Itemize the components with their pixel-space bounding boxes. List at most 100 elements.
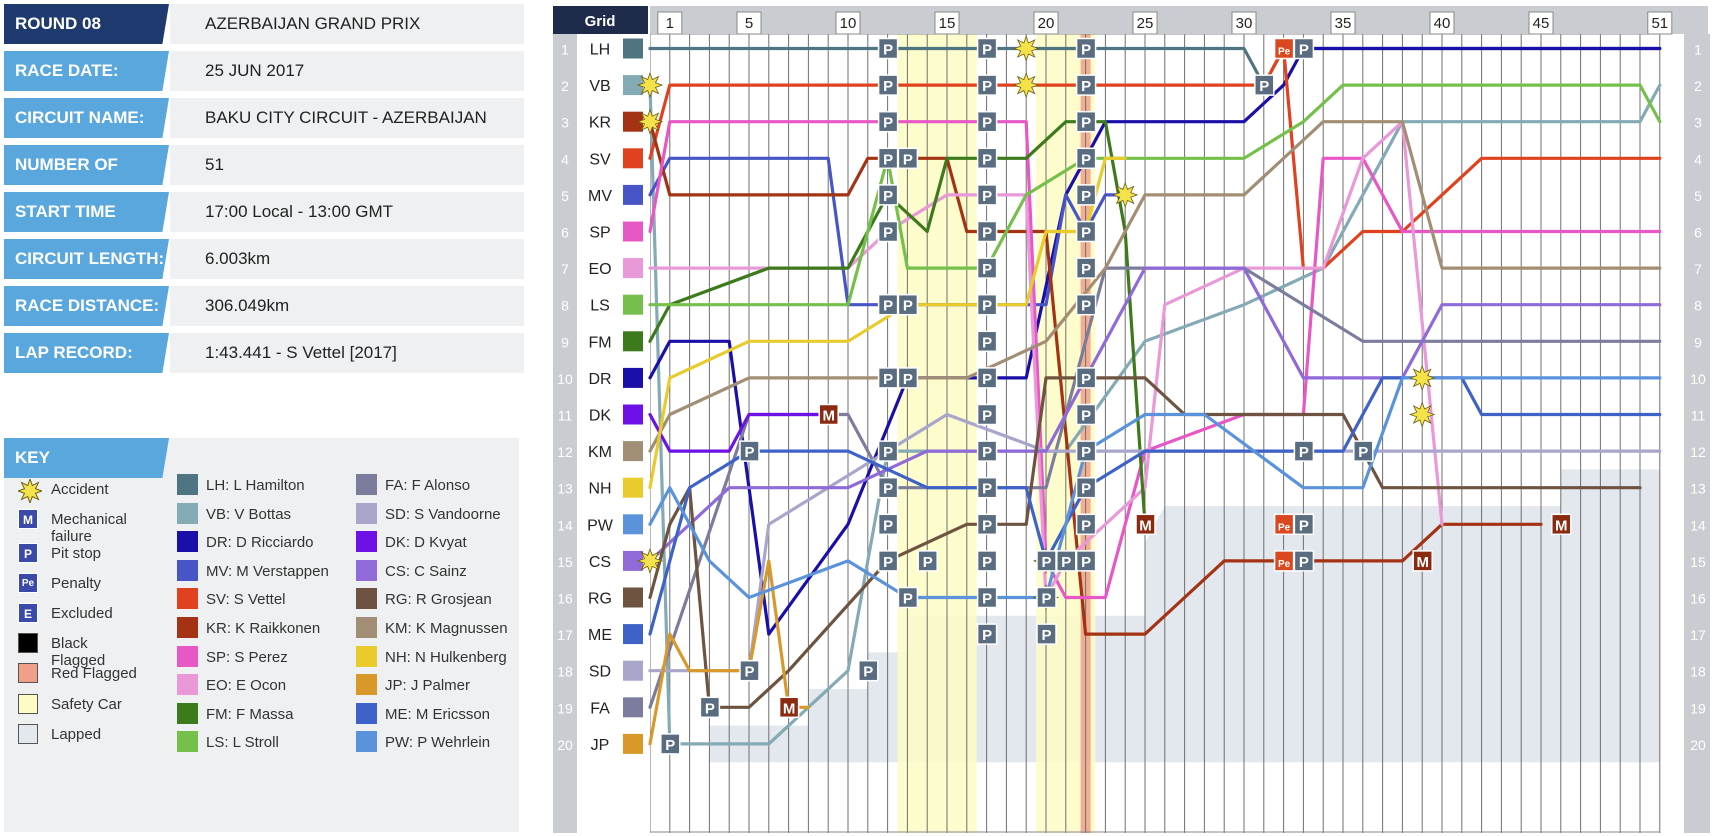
event-marker-p [1293, 550, 1315, 572]
swatch-sc-icon [18, 694, 38, 714]
event-marker-label: Pe [1278, 47, 1291, 58]
grid-driver-label: FA [590, 700, 610, 717]
driver-line-fm [648, 120, 1147, 526]
driver-key-label: JP: J Palmer [385, 677, 471, 695]
event-marker-label: P [883, 151, 893, 168]
event-marker-p [976, 110, 998, 133]
accident-star [636, 547, 664, 575]
driver-color-swatch [177, 617, 198, 638]
legend-label: Lapped [51, 726, 102, 743]
lap-tick-label: 20 [1038, 15, 1055, 32]
driver-key-label: FM: F Massa [206, 705, 294, 723]
position-label-left: 4 [561, 151, 569, 167]
event-marker-m [1135, 513, 1156, 536]
event-marker-p [877, 184, 899, 206]
event-marker-p [1075, 403, 1097, 426]
info-value: 25 JUN 2017 [170, 51, 524, 91]
event-marker-p [976, 513, 998, 536]
lap-tick-label: 10 [840, 15, 857, 32]
legend-label: Black Flagged [51, 635, 106, 669]
position-label-left: 13 [557, 481, 573, 497]
driver-line-km [648, 120, 1662, 453]
driver-line-cs [648, 266, 1662, 563]
event-marker-p [877, 367, 899, 389]
key-title: KEY [4, 438, 169, 478]
grid-driver-label: SD [589, 664, 611, 681]
event-marker-label: P [744, 444, 754, 461]
event-marker-p [660, 733, 681, 755]
event-marker-p [1075, 184, 1097, 206]
grid-driver-label: PW [587, 517, 614, 534]
legend-label: Safety Car [51, 696, 122, 713]
position-label-right: 3 [1694, 115, 1702, 131]
event-marker-label: P [1081, 554, 1091, 571]
driver-color-swatch [356, 674, 377, 696]
event-marker-label: P [883, 225, 893, 242]
driver-key-label: ME: M Ericsson [385, 705, 491, 723]
info-row: CIRCUIT NAME: BAKU CITY CIRCUIT - AZERBAI… [4, 98, 524, 138]
event-marker-label: P [883, 371, 893, 388]
event-marker-label: P [903, 591, 913, 608]
position-label-left: 7 [561, 261, 569, 277]
position-label-left: 18 [557, 664, 573, 680]
position-label-left: 19 [557, 700, 573, 716]
driver-key-label: FA: F Alonso [385, 477, 471, 494]
driver-key-label: KR: K Raikkonen [206, 620, 321, 637]
driver-color-swatch [356, 559, 377, 581]
position-label-right: 18 [1690, 664, 1706, 680]
info-value: 1:43.441 - S Vettel [2017] [170, 333, 524, 373]
event-marker-p [976, 37, 998, 60]
event-marker-label: P [1299, 517, 1309, 534]
driver-color-swatch [356, 588, 377, 610]
accident-star [1409, 401, 1436, 428]
grid-driver-swatch [623, 331, 643, 352]
event-marker-p [1075, 476, 1097, 499]
driver-color-swatch [356, 645, 377, 667]
accident-marker [1013, 35, 1040, 62]
event-marker-label: P [883, 298, 893, 315]
lap-tick-box [1132, 11, 1158, 35]
swatch-black-icon [18, 633, 38, 653]
grid-driver-swatch [623, 221, 643, 242]
event-marker-p [1036, 586, 1057, 609]
event-marker-label: P [705, 700, 715, 717]
accident-marker [1409, 401, 1436, 428]
info-label: NUMBER OF LAPS: [4, 145, 169, 185]
key-panel: KEY Accident M Mechanical failure P Pit stop… [4, 438, 519, 832]
event-marker-label: P [1358, 444, 1368, 461]
driver-color-swatch [177, 502, 198, 524]
position-label-right: 6 [1694, 225, 1702, 241]
driver-color-swatch [356, 474, 377, 495]
driver-line-dr [648, 46, 1662, 636]
event-marker-p [1075, 440, 1097, 462]
event-marker-label: P [1081, 42, 1091, 59]
event-marker-label: P [883, 554, 893, 571]
event-marker-p [976, 440, 998, 462]
event-marker-label: P [1041, 591, 1051, 608]
driver-color-swatch [177, 702, 198, 724]
event-marker-m [1412, 550, 1433, 572]
driver-key-label: SD: S Vandoorne [385, 505, 501, 523]
lap-tick-box [835, 11, 861, 35]
event-marker-label: P [982, 627, 992, 644]
event-marker-label: P [982, 334, 992, 351]
info-row: RACE DATE: 25 JUN 2017 [4, 51, 524, 91]
event-marker-m [778, 696, 800, 719]
position-label-left: 1 [561, 42, 569, 58]
info-label: CIRCUIT LENGTH: [4, 239, 169, 279]
info-label: ROUND 08 [4, 4, 169, 44]
driver-color-swatch [356, 617, 377, 638]
grid-driver-label: NH [588, 481, 611, 498]
event-marker-p [877, 513, 899, 536]
event-marker-p [877, 37, 899, 60]
driver-key-label: DR: D Ricciardo [206, 534, 314, 552]
event-marker-label: P [883, 115, 893, 132]
lap-tick-label: 1 [666, 15, 674, 32]
grid-driver-label: DR [588, 371, 611, 388]
event-marker-label: P [1081, 298, 1091, 315]
event-marker-p [1075, 367, 1097, 389]
grid-driver-swatch [623, 587, 643, 608]
event-marker-label: P [1081, 517, 1091, 534]
event-marker-p [1036, 623, 1057, 645]
event-marker-label: P [982, 408, 992, 425]
